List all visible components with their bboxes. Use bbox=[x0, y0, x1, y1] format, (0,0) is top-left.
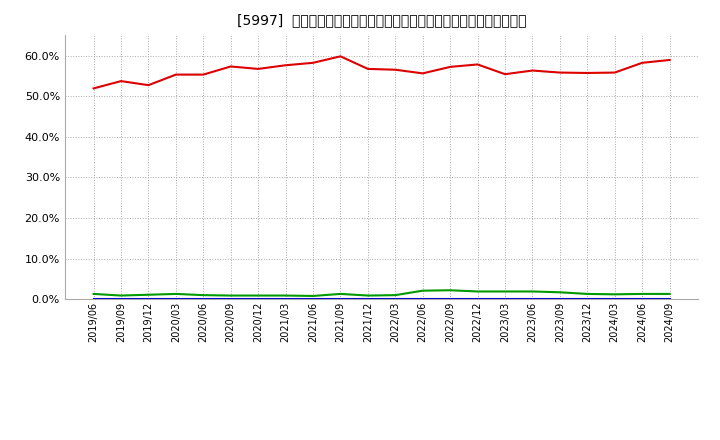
のれん bbox=[226, 297, 235, 302]
自己資本 bbox=[473, 62, 482, 67]
のれん bbox=[528, 297, 537, 302]
自己資本 bbox=[336, 54, 345, 59]
繰延税金資産 bbox=[473, 289, 482, 294]
自己資本 bbox=[226, 64, 235, 69]
自己資本 bbox=[500, 72, 509, 77]
自己資本 bbox=[89, 86, 98, 91]
繰延税金資産 bbox=[117, 293, 125, 298]
自己資本 bbox=[199, 72, 207, 77]
繰延税金資産 bbox=[309, 293, 318, 299]
繰延税金資産 bbox=[336, 291, 345, 297]
自己資本 bbox=[144, 83, 153, 88]
のれん bbox=[117, 297, 125, 302]
繰延税金資産 bbox=[144, 292, 153, 297]
繰延税金資産 bbox=[446, 288, 454, 293]
繰延税金資産 bbox=[665, 291, 674, 297]
のれん bbox=[199, 297, 207, 302]
繰延税金資産 bbox=[500, 289, 509, 294]
のれん bbox=[473, 297, 482, 302]
のれん bbox=[638, 297, 647, 302]
自己資本 bbox=[171, 72, 180, 77]
繰延税金資産 bbox=[364, 293, 372, 298]
自己資本 bbox=[364, 66, 372, 72]
のれん bbox=[254, 297, 263, 302]
のれん bbox=[446, 297, 454, 302]
Line: 自己資本: 自己資本 bbox=[94, 56, 670, 88]
Title: [5997]  自己資本、のれん、繰延税金資産の総資産に対する比率の推移: [5997] 自己資本、のれん、繰延税金資産の総資産に対する比率の推移 bbox=[237, 13, 526, 27]
繰延税金資産 bbox=[282, 293, 290, 298]
のれん bbox=[171, 297, 180, 302]
自己資本 bbox=[418, 71, 427, 76]
繰延税金資産 bbox=[226, 293, 235, 298]
のれん bbox=[391, 297, 400, 302]
のれん bbox=[309, 297, 318, 302]
繰延税金資産 bbox=[418, 288, 427, 293]
繰延税金資産 bbox=[391, 293, 400, 298]
自己資本 bbox=[117, 78, 125, 84]
自己資本 bbox=[528, 68, 537, 73]
繰延税金資産 bbox=[254, 293, 263, 298]
繰延税金資産 bbox=[556, 290, 564, 295]
自己資本 bbox=[254, 66, 263, 72]
自己資本 bbox=[665, 57, 674, 62]
のれん bbox=[556, 297, 564, 302]
のれん bbox=[583, 297, 592, 302]
繰延税金資産 bbox=[199, 293, 207, 298]
自己資本 bbox=[446, 64, 454, 70]
自己資本 bbox=[309, 60, 318, 66]
繰延税金資産 bbox=[171, 291, 180, 297]
自己資本 bbox=[556, 70, 564, 75]
繰延税金資産 bbox=[583, 291, 592, 297]
自己資本 bbox=[391, 67, 400, 72]
のれん bbox=[144, 297, 153, 302]
Line: 繰延税金資産: 繰延税金資産 bbox=[94, 290, 670, 296]
自己資本 bbox=[282, 62, 290, 68]
のれん bbox=[364, 297, 372, 302]
のれん bbox=[611, 297, 619, 302]
のれん bbox=[418, 297, 427, 302]
自己資本 bbox=[638, 60, 647, 66]
繰延税金資産 bbox=[638, 291, 647, 297]
繰延税金資産 bbox=[611, 292, 619, 297]
自己資本 bbox=[583, 70, 592, 76]
繰延税金資産 bbox=[528, 289, 537, 294]
繰延税金資産 bbox=[89, 291, 98, 297]
のれん bbox=[500, 297, 509, 302]
のれん bbox=[89, 297, 98, 302]
のれん bbox=[665, 297, 674, 302]
のれん bbox=[336, 297, 345, 302]
自己資本 bbox=[611, 70, 619, 75]
のれん bbox=[282, 297, 290, 302]
